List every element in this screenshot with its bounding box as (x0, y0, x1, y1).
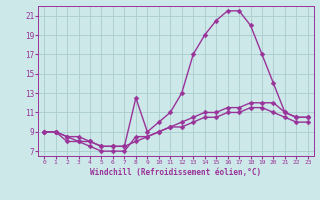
X-axis label: Windchill (Refroidissement éolien,°C): Windchill (Refroidissement éolien,°C) (91, 168, 261, 177)
